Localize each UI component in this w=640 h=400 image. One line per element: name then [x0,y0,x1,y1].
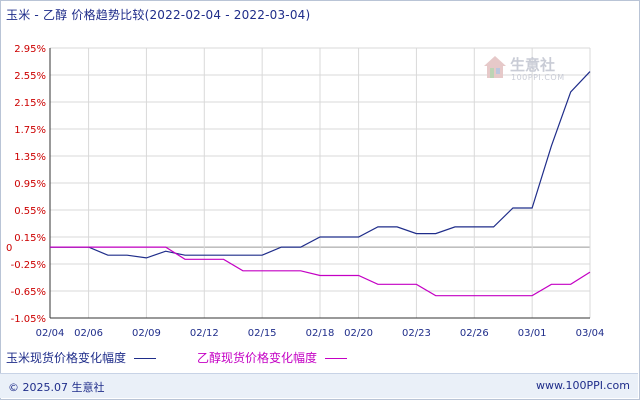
legend: 玉米现货价格变化幅度 乙醇现货价格变化幅度 [0,349,638,369]
series-line-ethanol [50,246,591,297]
chart-title-main: 玉米 - 乙醇 价格趋势比较 [6,8,145,22]
x-tick-label: 02/26 [460,328,489,339]
zero-label: 0 [6,243,12,254]
chart-title: 玉米 - 乙醇 价格趋势比较(2022-02-04 - 2022-03-04) [6,6,310,23]
y-tick-label: 2.15% [14,98,46,109]
y-tick-label: 1.35% [14,152,46,163]
x-tick-label: 02/23 [402,328,431,339]
x-tick-label: 02/20 [344,328,373,339]
x-tick-label: 02/06 [74,328,103,339]
footer-copyright: © 2025.07 生意社 [8,381,105,394]
watermark-url: 100PPI.COM [511,73,565,82]
watermark-name: 生意社 [510,56,556,74]
x-tick-label: 02/18 [306,328,335,339]
x-tick-label: 02/15 [248,328,277,339]
x-tick-label: 02/12 [190,328,219,339]
series-line-corn [50,71,591,259]
chart-title-range: (2022-02-04 - 2022-03-04) [144,8,311,22]
y-tick-label: -1.05% [11,314,46,325]
legend-item-ethanol: 乙醇现货价格变化幅度 [197,349,348,366]
x-tick-label: 02/04 [36,328,65,339]
x-tick-label: 03/04 [576,328,605,339]
y-tick-label: 1.75% [14,125,46,136]
x-tick-label: 03/01 [518,328,547,339]
watermark: 生意社 100PPI.COM [478,52,588,88]
legend-label-corn: 玉米现货价格变化幅度 [6,351,127,365]
x-tick-label: 02/09 [132,328,161,339]
legend-item-corn: 玉米现货价格变化幅度 [6,349,157,366]
y-tick-label: -0.25% [11,260,46,271]
y-tick-label: 0.15% [14,233,46,244]
legend-swatch-ethanol [325,358,348,359]
y-tick-label: 2.95% [14,44,46,55]
legend-swatch-corn [134,358,157,359]
house-logo-icon [484,56,506,78]
legend-label-ethanol: 乙醇现货价格变化幅度 [197,351,318,365]
y-tick-label: -0.65% [11,287,46,298]
y-tick-label: 2.55% [14,71,46,82]
footer-site-link[interactable]: www.100PPI.com [536,379,630,392]
y-tick-label: 0.95% [14,179,46,190]
footer: © 2025.07 生意社 www.100PPI.com [0,373,638,398]
y-tick-label: 0.55% [14,206,46,217]
